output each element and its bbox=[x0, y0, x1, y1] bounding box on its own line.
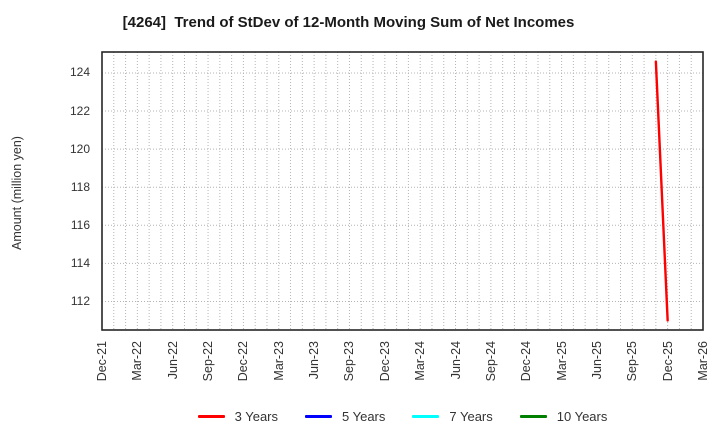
legend-swatch bbox=[305, 414, 332, 418]
x-tick-label: Dec-24 bbox=[519, 341, 534, 382]
y-tick-label: 120 bbox=[69, 141, 90, 156]
x-tick-label: Mar-22 bbox=[130, 341, 145, 381]
x-tick-label: Mar-25 bbox=[554, 341, 569, 381]
x-tick-label: Sep-24 bbox=[483, 341, 498, 382]
x-tick-label: Dec-21 bbox=[95, 341, 109, 382]
x-tick-label: Jun-22 bbox=[165, 341, 180, 380]
series-line-3-years bbox=[654, 60, 669, 322]
y-tick-label: 112 bbox=[70, 293, 90, 308]
legend-label: 3 Years bbox=[234, 408, 278, 424]
y-tick-label: 118 bbox=[70, 179, 90, 194]
legend-item-3-years: 3 Years bbox=[197, 408, 278, 424]
x-tick-label: Dec-25 bbox=[660, 341, 675, 382]
x-tick-label: Jun-23 bbox=[307, 341, 322, 380]
legend-label: 7 Years bbox=[449, 408, 493, 424]
legend: 3 Years 5 Years 7 Years 10 Years bbox=[102, 405, 703, 427]
legend-label: 10 Years bbox=[556, 408, 608, 424]
y-tick-label: 122 bbox=[69, 103, 90, 118]
chart-title: [4264] Trend of StDev of 12-Month Moving… bbox=[122, 14, 575, 31]
legend-item-7-years: 7 Years bbox=[412, 408, 493, 424]
legend-item-10-years: 10 Years bbox=[519, 408, 608, 424]
x-tick-label: Mar-23 bbox=[271, 341, 286, 381]
legend-swatch bbox=[197, 414, 225, 418]
x-tick-label: Mar-26 bbox=[696, 341, 710, 381]
plot-border bbox=[101, 51, 704, 331]
legend-swatch bbox=[519, 414, 547, 418]
legend-swatch bbox=[412, 414, 440, 418]
y-tick-label: 114 bbox=[70, 255, 90, 270]
x-tick-label: Dec-23 bbox=[377, 341, 392, 382]
x-tick-label: Mar-24 bbox=[413, 341, 428, 381]
x-tick-label: Jun-24 bbox=[448, 341, 463, 380]
y-tick-label: 116 bbox=[70, 217, 90, 232]
legend-item-5-years: 5 Years bbox=[305, 409, 385, 424]
x-tick-label: Sep-25 bbox=[625, 341, 640, 382]
x-tick-label: Jun-25 bbox=[589, 341, 604, 380]
y-tick-label: 124 bbox=[69, 65, 90, 80]
x-tick-label: Dec-22 bbox=[236, 341, 251, 382]
x-tick-label: Sep-22 bbox=[201, 341, 216, 382]
x-tick-label: Sep-23 bbox=[342, 341, 357, 382]
legend-label: 5 Years bbox=[342, 408, 386, 424]
